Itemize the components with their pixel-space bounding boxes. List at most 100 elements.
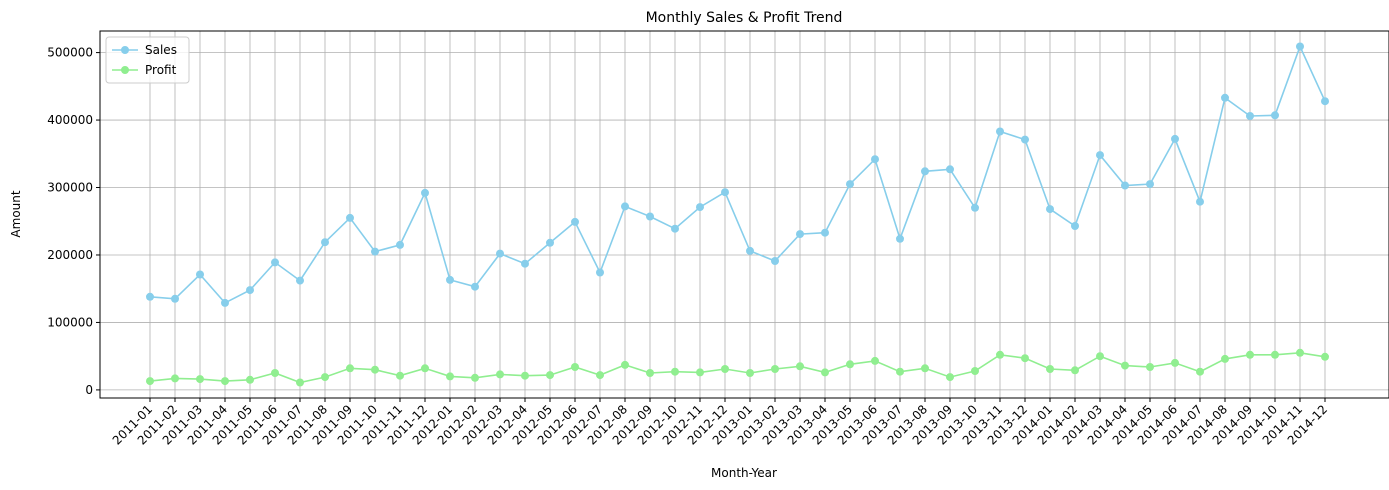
data-point-sales — [621, 202, 629, 211]
data-point-profit — [146, 377, 154, 386]
data-point-sales — [596, 268, 604, 277]
data-point-profit — [746, 369, 754, 377]
data-point-sales — [1246, 112, 1254, 120]
data-point-sales — [1221, 93, 1229, 102]
data-point-sales — [696, 203, 704, 212]
data-point-profit — [821, 368, 829, 377]
data-point-profit — [221, 377, 229, 386]
y-axis-label: Amount — [9, 190, 23, 237]
data-point-profit — [646, 369, 654, 377]
series-layer — [146, 42, 1329, 387]
data-point-profit — [196, 375, 204, 384]
data-point-profit — [1221, 354, 1229, 363]
data-point-profit — [771, 365, 779, 373]
y-tick-label: 200000 — [47, 248, 93, 262]
x-axis: 2011-012011-022011-032011-042011-052011-… — [110, 398, 1330, 448]
data-point-profit — [346, 364, 354, 373]
data-point-sales — [571, 217, 579, 226]
data-point-sales — [1321, 97, 1329, 106]
data-point-sales — [446, 275, 454, 284]
data-point-profit — [1196, 367, 1204, 376]
data-point-sales — [1096, 151, 1104, 160]
legend-marker-profit — [121, 66, 129, 74]
y-tick-label: 400000 — [47, 113, 93, 127]
data-point-profit — [296, 378, 304, 387]
data-point-sales — [946, 165, 954, 174]
data-point-profit — [1321, 352, 1329, 361]
data-point-sales — [671, 224, 679, 233]
data-point-sales — [996, 127, 1004, 136]
data-point-profit — [1246, 350, 1254, 359]
data-point-sales — [1171, 134, 1179, 143]
data-point-sales — [896, 234, 904, 243]
data-point-profit — [496, 370, 504, 379]
data-point-profit — [1271, 350, 1279, 359]
data-point-profit — [1296, 348, 1304, 357]
data-point-sales — [1046, 205, 1054, 214]
data-point-profit — [1121, 361, 1129, 370]
data-point-profit — [671, 367, 679, 376]
data-point-profit — [571, 363, 579, 371]
plot-frame — [99, 30, 1389, 399]
data-point-profit — [421, 364, 429, 373]
data-point-sales — [321, 238, 329, 247]
data-point-profit — [871, 356, 879, 365]
data-point-sales — [1021, 135, 1029, 144]
data-point-sales — [246, 286, 254, 295]
legend-label-profit: Profit — [145, 63, 177, 77]
data-point-sales — [1271, 111, 1279, 120]
data-point-sales — [271, 258, 279, 267]
data-point-profit — [1046, 365, 1054, 373]
legend-entry-profit: Profit — [112, 63, 177, 77]
data-point-sales — [496, 249, 504, 258]
data-point-profit — [1021, 354, 1029, 363]
data-point-profit — [446, 372, 454, 381]
data-point-profit — [1171, 358, 1179, 367]
data-point-sales — [296, 276, 304, 285]
legend: Sales Profit — [105, 36, 190, 84]
data-point-sales — [746, 246, 754, 255]
data-point-sales — [821, 228, 829, 237]
data-point-sales — [1071, 222, 1079, 230]
data-point-sales — [546, 238, 554, 247]
data-point-sales — [1296, 42, 1304, 51]
data-point-sales — [1196, 197, 1204, 206]
data-point-profit — [921, 364, 929, 373]
y-tick-label: 500000 — [47, 46, 93, 60]
data-point-sales — [971, 203, 979, 212]
data-point-profit — [971, 367, 979, 375]
data-point-profit — [1071, 366, 1079, 375]
data-point-sales — [1121, 181, 1129, 190]
legend-marker-sales — [121, 46, 129, 54]
data-point-profit — [321, 373, 329, 382]
legend-label-sales: Sales — [145, 43, 177, 57]
data-point-profit — [1146, 363, 1154, 371]
data-point-sales — [846, 180, 854, 189]
data-point-sales — [521, 259, 529, 268]
data-point-sales — [796, 230, 804, 239]
data-point-profit — [796, 362, 804, 371]
data-point-sales — [171, 294, 179, 303]
data-point-profit — [1096, 352, 1104, 361]
data-point-sales — [646, 212, 654, 221]
y-axis: 0 100000 200000 300000 400000 500000 — [47, 46, 100, 397]
data-point-profit — [371, 365, 379, 374]
data-point-profit — [521, 371, 529, 380]
data-point-profit — [946, 373, 954, 382]
data-point-profit — [246, 375, 254, 384]
series-line-sales — [149, 44, 1326, 304]
data-point-sales — [196, 270, 204, 279]
data-point-profit — [171, 374, 179, 383]
data-point-sales — [371, 247, 379, 256]
data-point-sales — [921, 167, 929, 176]
chart-title: Monthly Sales & Profit Trend — [646, 10, 843, 26]
y-tick-label: 300000 — [47, 181, 93, 195]
data-point-sales — [221, 298, 229, 307]
data-point-profit — [996, 350, 1004, 359]
x-axis-label: Month-Year — [711, 466, 777, 480]
data-point-profit — [696, 368, 704, 377]
data-point-profit — [271, 369, 279, 377]
data-point-profit — [721, 365, 729, 373]
data-point-profit — [471, 373, 479, 382]
